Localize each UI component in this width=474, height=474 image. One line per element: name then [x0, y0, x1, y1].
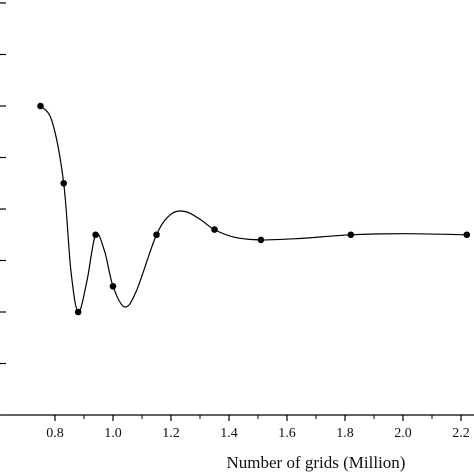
x-axis-ticks: 0.8 1.0 1.2 1.4 1.6 1.8 2.0 2.2: [46, 415, 470, 441]
x-tick-label-4: 1.6: [278, 426, 296, 441]
y-axis-ticks: [0, 2, 6, 416]
data-points: [37, 102, 471, 316]
data-point-0: [37, 102, 44, 110]
data-point-3: [92, 231, 99, 239]
data-point-4: [109, 282, 117, 290]
x-tick-label-3: 1.4: [220, 426, 238, 441]
x-tick-label-7: 2.2: [452, 426, 470, 441]
data-point-2: [74, 308, 82, 316]
axes: 0.8 1.0 1.2 1.4 1.6 1.8 2.0 2.2: [0, 2, 474, 441]
data-point-5: [153, 231, 160, 239]
data-point-6: [211, 226, 218, 233]
data-point-8: [347, 231, 355, 239]
data-point-9: [463, 231, 471, 239]
series-line: [40, 105, 467, 313]
data-point-7: [257, 236, 265, 244]
x-tick-label-1: 1.0: [104, 426, 122, 441]
data-point-1: [60, 179, 67, 187]
x-tick-label-6: 2.0: [394, 426, 412, 441]
x-tick-label-2: 1.2: [162, 426, 180, 441]
x-axis-title: Number of grids (Million): [227, 453, 406, 472]
x-tick-label-0: 0.8: [46, 426, 64, 441]
x-tick-label-5: 1.8: [336, 426, 354, 441]
